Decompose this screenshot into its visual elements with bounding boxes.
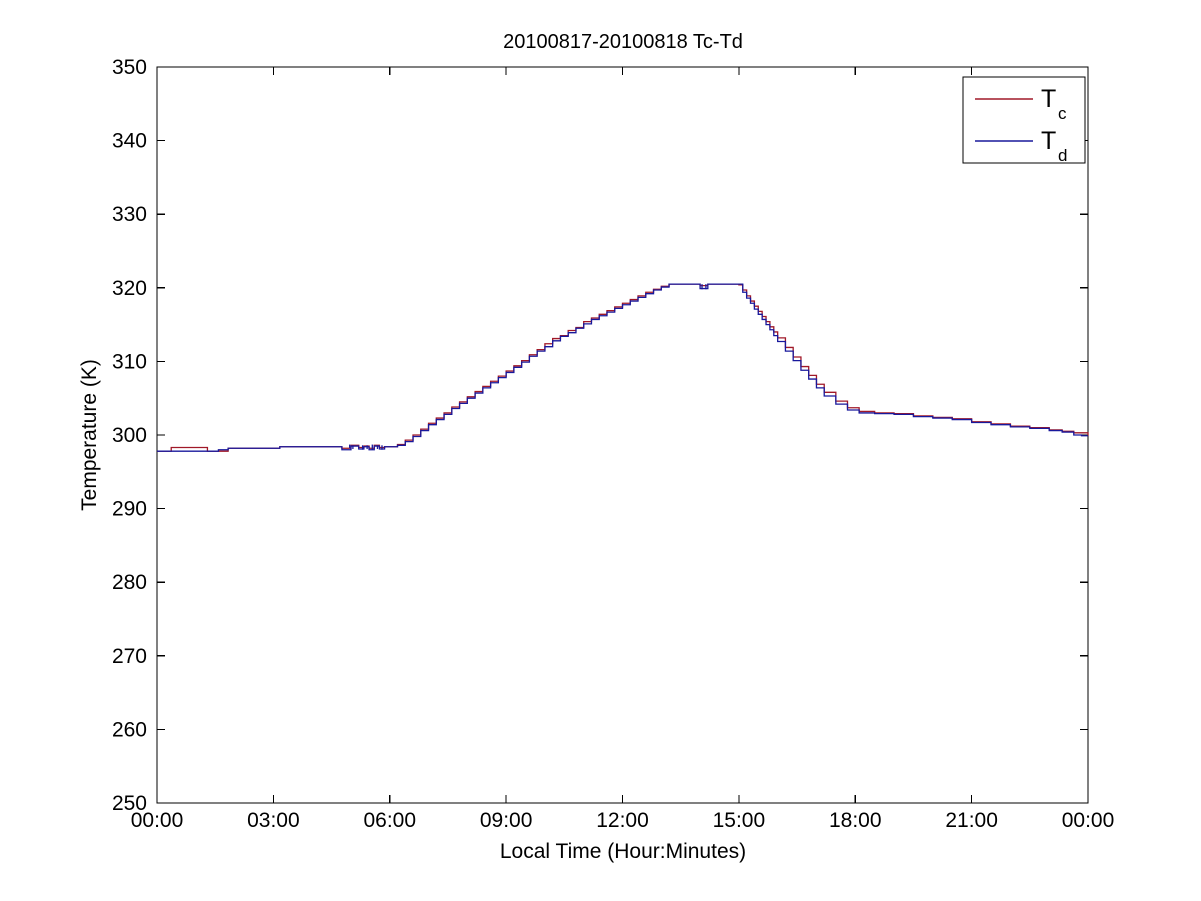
- y-tick-label: 320: [112, 277, 147, 300]
- y-axis-title: Temperature (K): [78, 359, 101, 511]
- y-tick-label: 280: [112, 571, 147, 594]
- x-tick-label: 03:00: [247, 809, 300, 832]
- x-tick-label: 21:00: [945, 809, 998, 832]
- y-tick-label: 270: [112, 645, 147, 668]
- data-series-group: [157, 283, 1089, 452]
- chart-title: 20100817-20100818 Tc-Td: [503, 31, 743, 53]
- y-tick-label: 290: [112, 498, 147, 521]
- legend-subscript-c: c: [1058, 104, 1067, 123]
- legend-box: [962, 76, 1086, 164]
- series-line-tc: [157, 283, 1089, 452]
- y-tick-label: 350: [112, 56, 147, 79]
- legend-label-c: T: [1041, 85, 1056, 113]
- y-tick-label: 300: [112, 424, 147, 447]
- y-tick-label: 250: [112, 792, 147, 815]
- plot-frame: [156, 66, 1089, 804]
- x-tick-label: 09:00: [480, 809, 533, 832]
- y-tick-label: 340: [112, 130, 147, 153]
- series-line-td: [157, 283, 1088, 452]
- y-axis-tick-labels: 250 260 270 280 290 300 310 320 330 340 350: [112, 56, 147, 815]
- x-axis-tick-labels: 00:00 03:00 06:00 09:00 12:00 15:00 18:00 21:00…: [131, 809, 1115, 832]
- y-axis-ticks: [157, 66, 1088, 804]
- legend-subscript-d: d: [1058, 146, 1067, 165]
- y-tick-label: 330: [112, 203, 147, 226]
- x-tick-label: 12:00: [596, 809, 649, 832]
- plot-border: [156, 66, 1089, 804]
- x-axis-ticks: [156, 67, 1089, 803]
- x-tick-label: 00:00: [131, 809, 184, 832]
- x-tick-label: 18:00: [829, 809, 882, 832]
- y-tick-label: 310: [112, 350, 147, 373]
- x-tick-label: 15:00: [713, 809, 766, 832]
- x-tick-label: 00:00: [1062, 809, 1115, 832]
- x-axis-title: Local Time (Hour:Minutes): [500, 840, 746, 863]
- x-tick-label: 06:00: [363, 809, 416, 832]
- y-tick-label: 260: [112, 718, 147, 741]
- legend-label-d: T: [1041, 127, 1056, 155]
